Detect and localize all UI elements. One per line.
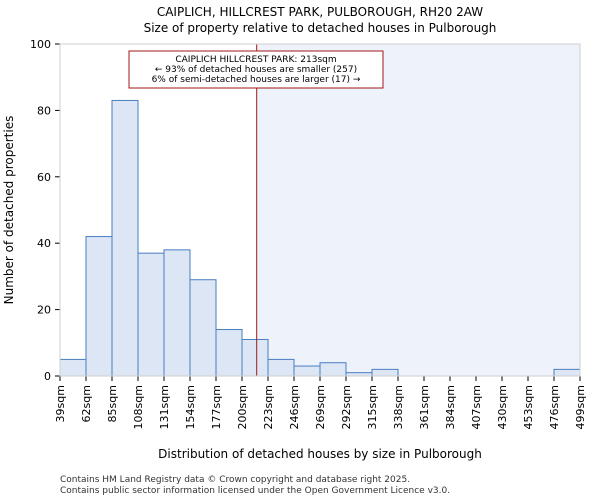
x-tick-label: 407sqm — [470, 385, 483, 429]
y-axis-label: Number of detached properties — [2, 116, 16, 305]
y-tick-label: 0 — [44, 370, 51, 383]
x-tick-label: 62sqm — [80, 385, 93, 422]
chart-title: CAIPLICH, HILLCREST PARK, PULBOROUGH, RH… — [157, 5, 483, 19]
x-tick-label: 269sqm — [314, 385, 327, 429]
footer-line-1: Contains HM Land Registry data © Crown c… — [60, 475, 410, 485]
y-tick-label: 20 — [37, 304, 51, 317]
x-tick-label: 292sqm — [340, 385, 353, 429]
x-tick-label: 453sqm — [522, 385, 535, 429]
bar-246sqm — [293, 365, 321, 377]
x-tick-label: 108sqm — [132, 385, 145, 429]
x-tick-label: 39sqm — [54, 385, 67, 422]
footer-line-2: Contains public sector information licen… — [60, 486, 450, 496]
annotation-box-border — [128, 50, 384, 89]
bar-269sqm — [319, 362, 347, 377]
y-tick-label: 60 — [37, 171, 51, 184]
annotation-line-3: 6% of semi-detached houses are larger (1… — [152, 75, 361, 85]
bar-177sqm — [215, 329, 243, 377]
x-tick-label: 246sqm — [288, 385, 301, 429]
x-tick-label: 85sqm — [106, 385, 119, 422]
y-tick-label: 100 — [30, 38, 51, 51]
plot-frame — [59, 43, 581, 377]
x-tick-label: 499sqm — [574, 385, 587, 429]
x-tick-label: 361sqm — [418, 385, 431, 429]
y-tick-label: 80 — [37, 104, 51, 117]
x-tick-label: 177sqm — [210, 385, 223, 429]
annotation-line-1: CAIPLICH HILLCREST PARK: 213sqm — [175, 55, 336, 65]
x-tick-label: 338sqm — [392, 385, 405, 429]
y-tick-label: 40 — [37, 237, 51, 250]
bar-476sqm — [553, 368, 581, 377]
x-tick-label: 200sqm — [236, 385, 249, 429]
chart-subtitle: Size of property relative to detached ho… — [144, 21, 497, 35]
annotation-box: CAIPLICH HILLCREST PARK: 213sqm ← 93% of… — [128, 50, 384, 89]
bar-39sqm — [59, 358, 87, 377]
bar-108sqm — [137, 252, 165, 377]
bar-315sqm — [371, 368, 399, 377]
x-tick-label: 315sqm — [366, 385, 379, 429]
bar-223sqm — [267, 358, 295, 377]
bar-62sqm — [85, 236, 113, 377]
bar-131sqm — [163, 249, 191, 377]
x-tick-label: 476sqm — [548, 385, 561, 429]
x-tick-label: 430sqm — [496, 385, 509, 429]
x-tick-label: 384sqm — [444, 385, 457, 429]
bar-200sqm — [241, 338, 269, 377]
bar-85sqm — [111, 99, 139, 377]
larger-region-shading — [256, 44, 580, 376]
x-axis-label: Distribution of detached houses by size … — [158, 447, 482, 461]
x-tick-label: 154sqm — [184, 385, 197, 429]
annotation-line-2: ← 93% of detached houses are smaller (25… — [155, 65, 357, 75]
x-tick-label: 131sqm — [158, 385, 171, 429]
x-tick-label: 223sqm — [262, 385, 275, 429]
bar-154sqm — [189, 279, 217, 377]
